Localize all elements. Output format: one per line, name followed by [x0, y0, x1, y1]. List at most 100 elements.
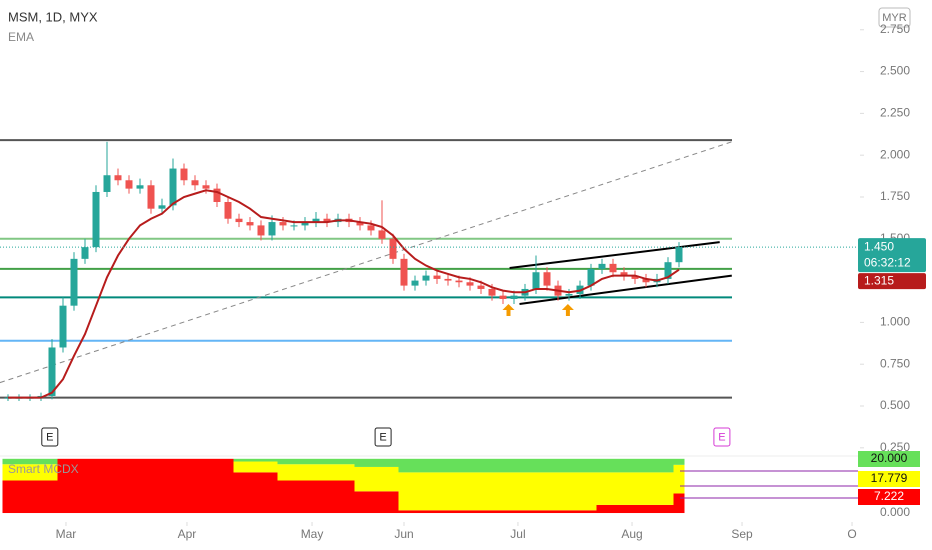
- mcdx-bar: [585, 472, 597, 511]
- mcdx-bar: [332, 458, 344, 465]
- candle-body: [642, 278, 650, 283]
- earnings-marker[interactable]: [713, 427, 731, 447]
- mcdx-bar: [2, 480, 14, 514]
- mcdx-bar: [299, 458, 311, 465]
- value-label: 7.222: [874, 489, 904, 503]
- y-tick-label: 0.250: [880, 440, 910, 454]
- trend-line: [0, 141, 732, 384]
- mcdx-bar: [167, 458, 179, 514]
- indicator-name: EMA: [8, 30, 34, 44]
- currency-box[interactable]: [878, 7, 911, 28]
- candle-body: [158, 205, 166, 209]
- candle-body: [81, 247, 89, 259]
- value-label: 17.779: [871, 471, 908, 485]
- chart-title: MSM, 1D, MYX: [8, 9, 98, 24]
- mcdx-bar: [398, 510, 410, 514]
- mcdx-bar: [387, 466, 399, 492]
- mcdx-bar: [310, 458, 322, 465]
- candle-body: [136, 185, 144, 189]
- mcdx-bar: [90, 458, 102, 514]
- candle-body: [444, 278, 452, 281]
- mcdx-bar: [453, 472, 465, 511]
- candle-body: [312, 218, 320, 223]
- mcdx-bar: [387, 458, 399, 467]
- mcdx-bar: [299, 464, 311, 481]
- mcdx-bar: [574, 458, 586, 473]
- indicator-name: Smart MCDX: [8, 462, 79, 476]
- mcdx-bar: [552, 472, 564, 511]
- mcdx-bar: [46, 480, 58, 514]
- mcdx-bar: [365, 458, 377, 467]
- currency[interactable]: MYR: [882, 12, 907, 24]
- mcdx-bar: [508, 458, 520, 473]
- mcdx-bar: [376, 491, 388, 514]
- mcdx-bar: [2, 464, 14, 481]
- earnings-label: E: [379, 431, 386, 443]
- mcdx-bar: [398, 472, 410, 511]
- x-tick-label: O: [847, 527, 856, 541]
- mcdx-bar: [332, 464, 344, 481]
- candle-body: [367, 225, 375, 231]
- x-tick-label: Sep: [731, 527, 753, 541]
- mcdx-bar: [398, 458, 410, 473]
- mcdx-bar: [46, 464, 58, 481]
- mcdx-bar: [266, 458, 278, 462]
- candle-body: [378, 230, 386, 239]
- x-tick-label: Jun: [394, 527, 413, 541]
- ema-line: [7, 189, 680, 399]
- mcdx-bar: [178, 458, 190, 514]
- candle-body: [169, 168, 177, 206]
- mcdx-bar: [387, 491, 399, 514]
- x-tick-label: Jul: [510, 527, 525, 541]
- mcdx-bar: [343, 464, 355, 481]
- mcdx-bar: [497, 458, 509, 473]
- mcdx-bar: [420, 510, 432, 514]
- mcdx-bar: [464, 472, 476, 511]
- candle-body: [356, 222, 364, 226]
- candle-body: [235, 218, 243, 223]
- candle-body: [400, 258, 408, 286]
- y-tick-label: 1.000: [880, 315, 910, 329]
- mcdx-bar: [409, 510, 421, 514]
- mcdx-bar: [244, 461, 256, 473]
- mcdx-bar: [563, 458, 575, 473]
- candle-body: [202, 185, 210, 189]
- mcdx-bar: [288, 458, 300, 465]
- mcdx-bar: [453, 458, 465, 473]
- mcdx-bar: [519, 510, 531, 514]
- trend-line: [519, 274, 732, 305]
- mcdx-bar: [431, 510, 443, 514]
- earnings-label: E: [46, 431, 53, 443]
- mcdx-bar: [35, 458, 47, 465]
- mcdx-bar: [640, 458, 652, 473]
- mcdx-bar: [464, 510, 476, 514]
- candle-body: [125, 180, 133, 189]
- mcdx-bar: [431, 458, 443, 473]
- mcdx-bar: [409, 472, 421, 511]
- mcdx-bar: [640, 472, 652, 505]
- candle-body: [565, 293, 573, 296]
- earnings-marker[interactable]: [374, 427, 392, 447]
- mcdx-bar: [2, 458, 14, 465]
- candle-body: [224, 201, 232, 219]
- mcdx-bar: [607, 458, 619, 473]
- mcdx-bar: [607, 472, 619, 505]
- mcdx-bar: [343, 458, 355, 465]
- earnings-marker[interactable]: [41, 427, 59, 447]
- mcdx-bar: [123, 458, 135, 514]
- mcdx-bar: [24, 458, 36, 465]
- mcdx-bar: [46, 458, 58, 465]
- mcdx-bar: [574, 510, 586, 514]
- x-tick-label: May: [301, 527, 324, 541]
- mcdx-bar: [376, 458, 388, 467]
- mcdx-bar: [629, 458, 641, 473]
- mcdx-bar: [673, 464, 685, 494]
- mcdx-bar: [24, 464, 36, 481]
- mcdx-bar: [552, 510, 564, 514]
- mcdx-bar: [651, 472, 663, 505]
- mcdx-bar: [266, 461, 278, 473]
- mcdx-bar: [497, 472, 509, 511]
- mcdx-bar: [35, 480, 47, 514]
- ema-label: 1.315: [864, 273, 894, 287]
